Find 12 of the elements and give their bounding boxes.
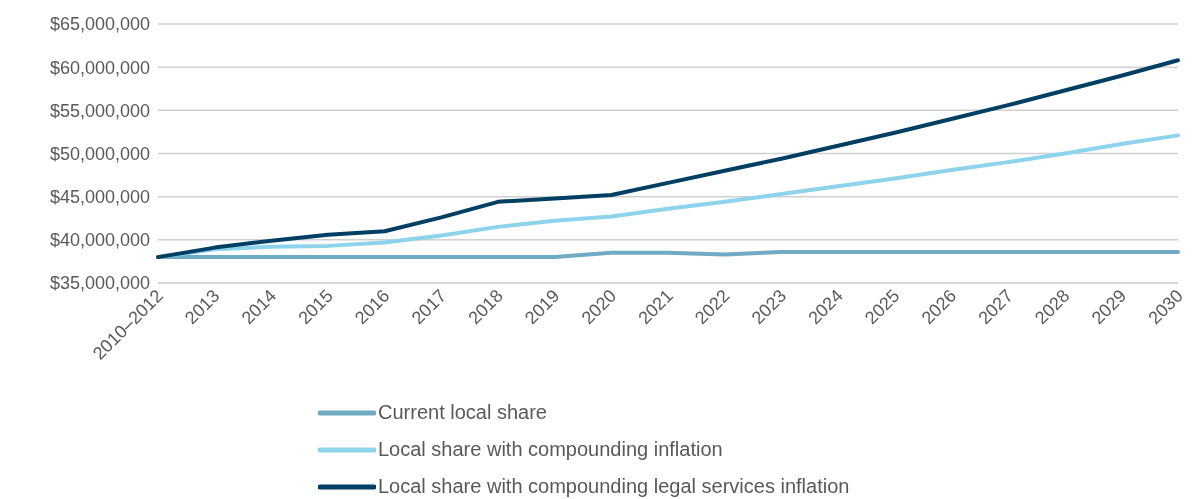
y-tick-label: $40,000,000 (49, 230, 150, 251)
y-tick-label: $50,000,000 (49, 143, 150, 164)
line-series (156, 133, 1180, 260)
y-tick-label: $35,000,000 (49, 273, 150, 294)
legend-label: Local share with compounding inflation (378, 438, 723, 461)
y-tick-label: $55,000,000 (49, 100, 150, 121)
legend-label: Current local share (378, 401, 547, 424)
y-tick-label: $65,000,000 (49, 14, 150, 35)
line-series (156, 58, 1180, 260)
legend-label: Local share with compounding legal services inflation (378, 475, 850, 498)
y-tick-label: $60,000,000 (49, 57, 150, 78)
y-tick-label: $45,000,000 (49, 187, 150, 208)
